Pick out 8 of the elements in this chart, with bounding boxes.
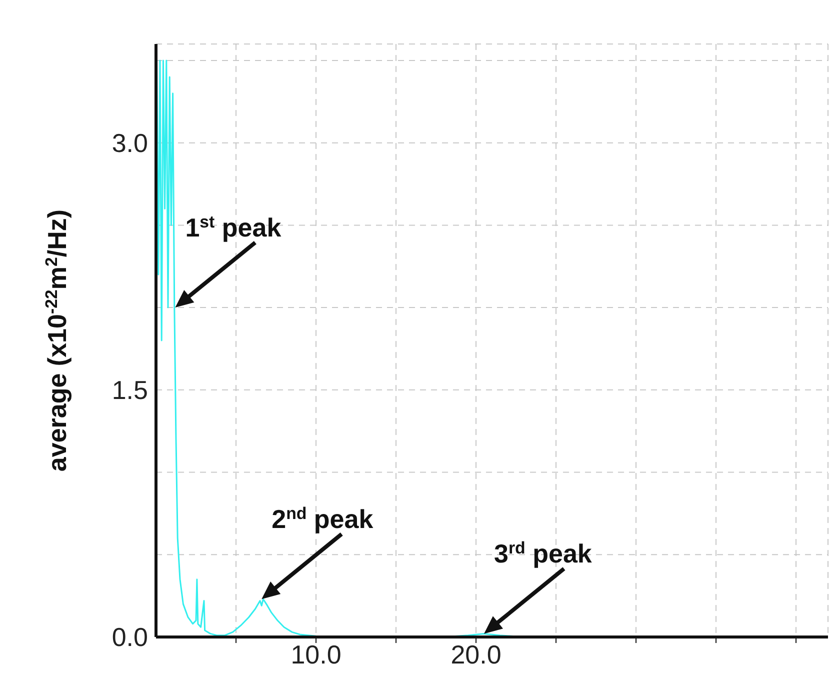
annotation: 2$^{nd}$ peak: [272, 504, 374, 534]
y-tick-label: 1.5: [112, 375, 148, 406]
y-tick-label: 3.0: [112, 128, 148, 158]
annotation: 3$^{rd}$ peak: [494, 538, 592, 569]
y-tick-label: 0.0: [112, 622, 148, 652]
x-tick-label: 10.0: [290, 639, 342, 670]
x-tick-label: 20.0: [450, 639, 502, 670]
annotation: 1$^{st}$ peak: [185, 212, 282, 243]
